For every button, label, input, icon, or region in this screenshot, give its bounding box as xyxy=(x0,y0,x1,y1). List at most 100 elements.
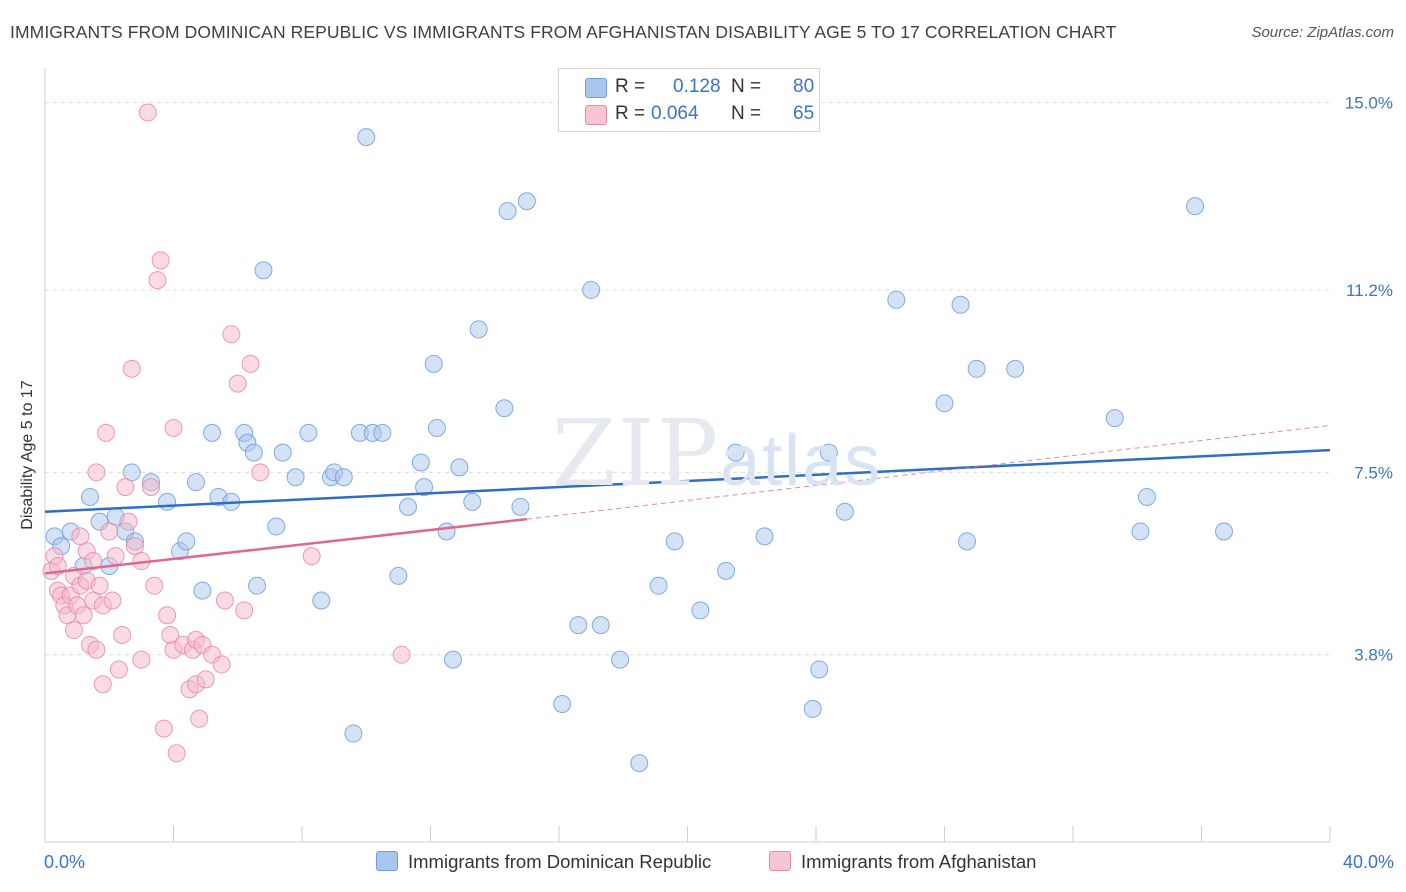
blue-point xyxy=(495,399,514,418)
blue-point xyxy=(248,576,267,595)
blue-point xyxy=(498,202,517,221)
pink-point xyxy=(132,650,151,669)
blue-point xyxy=(443,650,462,669)
blue-point xyxy=(463,492,482,511)
pink-point xyxy=(241,354,260,373)
y-tick-label: 11.2% xyxy=(1346,281,1393,300)
blue-point xyxy=(286,468,305,487)
blue-point xyxy=(810,660,829,679)
blue-point xyxy=(469,320,488,339)
pink-point xyxy=(100,522,119,541)
blue-point xyxy=(819,443,838,462)
stats-legend: R = 0.128 N = 80 R = 0.064 N = 65 xyxy=(558,68,820,132)
blue-point xyxy=(344,724,363,743)
blue-point xyxy=(450,458,469,477)
blue-point xyxy=(177,532,196,551)
pink-point xyxy=(64,621,83,640)
blue-point xyxy=(665,532,684,551)
pink-point xyxy=(142,478,161,497)
pink-point xyxy=(167,744,186,763)
pink-point xyxy=(158,606,177,625)
blue-point xyxy=(415,478,434,497)
pink-point xyxy=(71,527,90,546)
x-tick-label-min: 0.0% xyxy=(44,852,86,872)
y-tick-label: 15.0% xyxy=(1345,94,1393,113)
pink-point xyxy=(196,670,215,689)
blue-point xyxy=(1137,487,1156,506)
blue-point xyxy=(80,487,99,506)
blue-point xyxy=(334,468,353,487)
blue-point xyxy=(299,423,318,442)
pink-point xyxy=(119,512,138,531)
blue-point xyxy=(1131,522,1150,541)
watermark: ZIPatlas xyxy=(552,400,883,507)
y-tick-label: 7.5% xyxy=(1354,463,1393,482)
blue-point xyxy=(424,354,443,373)
pink-point xyxy=(138,103,157,122)
pink-trend-line xyxy=(44,517,528,575)
blue-point xyxy=(726,443,745,462)
blue-point xyxy=(1186,197,1205,216)
blue-point xyxy=(186,473,205,492)
x-tick-label-max: 40.0% xyxy=(1342,852,1394,872)
pink-point xyxy=(93,675,112,694)
blue-point xyxy=(357,128,376,147)
pink-point xyxy=(87,640,106,659)
blue-point xyxy=(835,502,854,521)
pink-point xyxy=(113,625,132,644)
trend-lines xyxy=(44,425,1331,575)
blue-point xyxy=(717,561,736,580)
pink-point xyxy=(212,655,231,674)
bottom-legend-swatch-pink xyxy=(769,851,791,871)
blue-point xyxy=(389,566,408,585)
blue-point xyxy=(511,497,530,516)
blue-point xyxy=(1214,522,1233,541)
legend-swatch-blue xyxy=(585,78,607,98)
blue-point xyxy=(553,694,572,713)
pink-point xyxy=(302,547,321,566)
blue-point xyxy=(569,616,588,635)
bottom-legend-afghanistan: Immigrants from Afghanistan xyxy=(769,851,1036,873)
legend-r-label: R = xyxy=(615,103,646,124)
y-tick-labels: 3.8% 7.5% 11.2% 15.0% xyxy=(1345,94,1393,665)
blue-point xyxy=(399,497,418,516)
y-axis-label: Disability Age 5 to 17 xyxy=(19,380,36,530)
blue-point xyxy=(967,359,986,378)
pink-point xyxy=(116,478,135,497)
pink-point xyxy=(228,374,247,393)
source-label: Source: ZipAtlas.com xyxy=(1251,24,1394,41)
blue-point xyxy=(427,418,446,437)
legend-r-value: 0.064 xyxy=(651,103,699,124)
blue-trend-line xyxy=(44,448,1331,514)
blue-point xyxy=(649,576,668,595)
pink-point xyxy=(235,601,254,620)
pink-point xyxy=(151,251,170,270)
pink-point xyxy=(97,423,116,442)
blue-point xyxy=(957,532,976,551)
legend-r-label: R = xyxy=(615,76,646,97)
pink-point xyxy=(251,463,270,482)
bottom-legend-label: Immigrants from Dominican Republic xyxy=(408,851,712,872)
bottom-legend-label: Immigrants from Afghanistan xyxy=(801,851,1037,872)
legend-n-value: 65 xyxy=(793,103,815,124)
blue-point xyxy=(158,492,177,511)
blue-point xyxy=(193,581,212,600)
pink-point xyxy=(109,660,128,679)
legend-n-label: N = xyxy=(731,76,762,97)
blue-point xyxy=(1105,409,1124,428)
blue-point xyxy=(254,261,273,280)
legend-n-value: 80 xyxy=(793,76,815,97)
blue-point xyxy=(437,522,456,541)
bottom-legend-swatch-blue xyxy=(376,851,398,871)
blue-point xyxy=(887,290,906,309)
pink-point xyxy=(87,463,106,482)
blue-point xyxy=(935,394,954,413)
pink-point xyxy=(103,591,122,610)
y-tick-label: 3.8% xyxy=(1354,646,1393,665)
legend-swatch-pink xyxy=(585,105,607,125)
blue-point xyxy=(411,453,430,472)
blue-point xyxy=(312,591,331,610)
pink-point xyxy=(154,719,173,738)
pink-point xyxy=(122,359,141,378)
